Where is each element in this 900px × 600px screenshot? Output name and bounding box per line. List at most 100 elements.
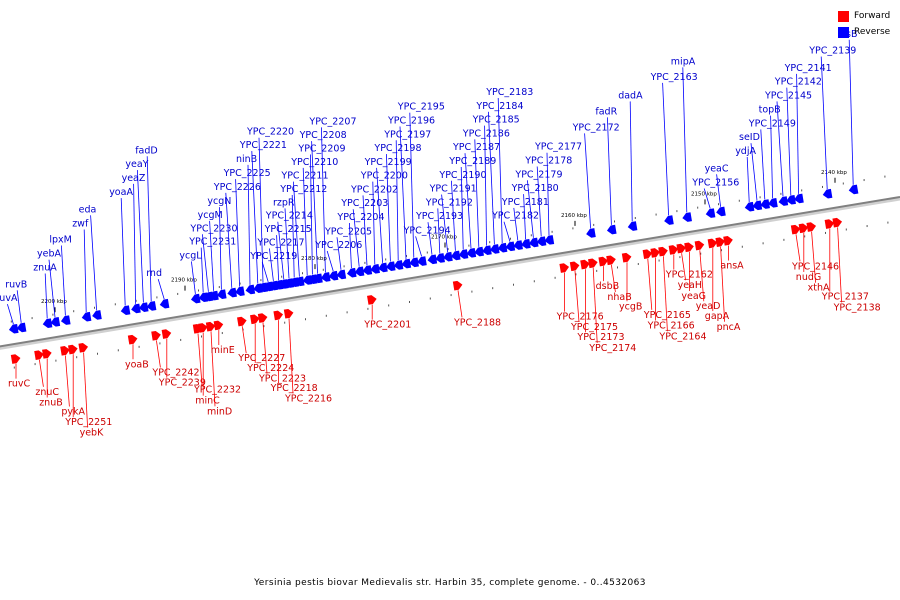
reverse-gene: fadD (135, 145, 158, 311)
reverse-gene-label: YPC_2198 (373, 143, 421, 154)
reverse-gene-arrow (427, 254, 438, 265)
reverse-gene: YPC_2226 (213, 182, 261, 298)
forward-gene-label: YPC_2173 (576, 332, 624, 343)
forward-gene-arrow (569, 261, 580, 272)
track-dot (822, 185, 823, 188)
forward-gene: xthA (806, 222, 830, 294)
forward-genes-layer: ruvCznuCznuBpykAYPC_2251yebKyoaBYPC_2242… (8, 217, 881, 438)
reverse-leader-line (90, 215, 97, 311)
reverse-leader-line (503, 221, 511, 242)
reverse-gene: YPC_2197 (383, 129, 431, 270)
forward-leader-line (241, 326, 247, 354)
reverse-gene: YPC_2180 (511, 183, 559, 249)
forward-gene-label: nhaB (607, 292, 631, 303)
track-dot (450, 294, 452, 297)
reverse-gene-label: fadR (595, 106, 617, 117)
track-dot (738, 199, 740, 202)
reverse-gene-arrow (50, 317, 61, 327)
forward-gene-arrow (580, 259, 590, 270)
forward-gene: yeaH (676, 243, 702, 291)
forward-gene: YPC_2239 (158, 329, 206, 389)
legend-reverse-label: Reverse (854, 27, 891, 37)
reverse-leader-line (291, 195, 295, 278)
forward-leader-line (65, 355, 70, 407)
tick-label: 2160 kbp (561, 213, 587, 219)
tick: 2140 kbp (821, 170, 847, 183)
reverse-gene-label: yoaA (109, 187, 133, 198)
reverse-leader-line (716, 174, 721, 207)
reverse-gene-label: YPC_2226 (213, 182, 261, 193)
forward-leader-line (39, 359, 44, 387)
forward-leader-line (720, 246, 725, 322)
track-dot (281, 275, 283, 278)
track-dot (676, 210, 678, 213)
reverse-gene: ninB (236, 154, 257, 295)
forward-gene-arrow (723, 236, 733, 246)
reverse-gene-label: YPC_2184 (475, 101, 523, 112)
reverse-gene-arrow (235, 286, 245, 297)
reverse-gene-label: YPC_2215 (264, 224, 312, 235)
track-dot (364, 261, 366, 264)
reverse-gene-arrow (417, 256, 427, 266)
reverse-leader-line (760, 129, 766, 200)
track-dot (804, 235, 806, 238)
legend-forward-label: Forward (854, 11, 891, 21)
reverse-gene-arrow (245, 284, 256, 295)
forward-gene-label: YPC_2162 (665, 270, 713, 281)
reverse-gene: YPC_2190 (438, 170, 486, 261)
forward-gene-label: YPC_2174 (588, 343, 636, 354)
forward-leader-line (837, 227, 842, 303)
forward-gene-label: YPC_2232 (193, 384, 241, 395)
track-dot (135, 299, 137, 302)
track-dot (159, 342, 161, 345)
forward-gene: nudG (796, 223, 821, 283)
reverse-gene-label: YPC_2141 (784, 63, 832, 74)
reverse-leader-line (409, 112, 415, 258)
reverse-leader-line (137, 170, 144, 303)
track-dot (367, 307, 369, 310)
reverse-leader-line (536, 166, 542, 237)
forward-leader-line (288, 318, 294, 394)
forward-gene: ansA (720, 236, 744, 271)
reverse-leader-line (269, 248, 274, 282)
reverse-gene-label: YPC_2217 (256, 237, 304, 248)
track-dot (533, 280, 535, 283)
reverse-gene: YPC_2142 (774, 77, 822, 205)
reverse-gene-label: seID (739, 132, 760, 143)
forward-gene-arrow (161, 329, 172, 339)
reverse-leader-line (16, 290, 22, 323)
track-dot (655, 213, 657, 216)
track-dot (302, 272, 303, 275)
forward-gene-arrow (621, 252, 632, 263)
reverse-gene: YPC_2156 (691, 177, 739, 218)
forward-gene-arrow (10, 354, 21, 364)
tick-label: 2200 kbp (41, 299, 67, 305)
track-dot (759, 196, 761, 199)
tick: 2190 kbp (171, 278, 197, 291)
reverse-gene: YPC_2207 (308, 116, 356, 282)
reverse-gene-label: YPC_2145 (764, 90, 812, 101)
track-dot (447, 248, 449, 251)
reverse-leader-line (497, 97, 503, 244)
track-dot (198, 289, 199, 292)
tick-label: 2140 kbp (821, 170, 847, 176)
forward-gene-arrow (151, 330, 161, 341)
reverse-gene-arrow (682, 212, 692, 222)
reverse-gene-arrow (81, 311, 92, 322)
track-dot (741, 245, 743, 248)
reverse-gene-arrow (42, 318, 53, 328)
reverse-leader-line (395, 140, 399, 261)
forward-gene: YPC_2137 (821, 219, 869, 303)
reverse-gene-arrow (8, 323, 19, 334)
reverse-gene: topB (759, 105, 781, 208)
forward-gene-arrow (598, 256, 609, 267)
reverse-gene-arrow (401, 258, 412, 269)
reverse-leader-line (247, 164, 251, 285)
reverse-gene: YPC_2183 (485, 87, 533, 253)
reverse-gene: YPC_2185 (472, 115, 520, 256)
reverse-gene-label: YPC_2204 (336, 212, 384, 223)
reverse-gene-arrow (450, 250, 461, 261)
forward-gene-arrow (715, 237, 726, 247)
reverse-leader-line (523, 194, 526, 240)
reverse-gene-label: YPC_2212 (279, 184, 327, 195)
